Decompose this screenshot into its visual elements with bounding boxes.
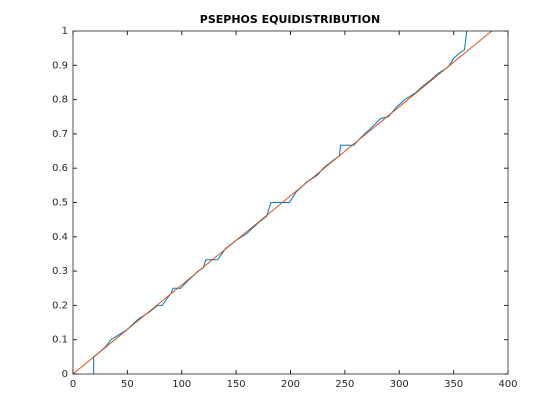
y-tick-label: 0.6 [52,163,68,174]
x-tick-label: 100 [172,379,191,390]
x-tick-label: 50 [121,379,134,390]
y-tick-label: 0.2 [52,300,68,311]
y-tick-label: 1 [62,26,68,37]
y-tick-label: 0.1 [52,335,68,346]
y-tick-label: 0.8 [52,95,68,106]
x-tick-label: 200 [281,379,300,390]
y-tick-label: 0 [62,369,68,380]
chart-title: PSEPHOS EQUIDISTRIBUTION [200,13,380,26]
series-line [73,30,493,374]
x-tick-label: 350 [444,379,463,390]
axes-box [72,30,509,375]
x-tick-label: 400 [498,379,517,390]
y-tick-label: 0.7 [52,129,68,140]
y-tick-label: 0.4 [52,232,68,243]
y-tick-label: 0.5 [52,198,68,209]
x-tick-label: 0 [70,379,76,390]
x-tick-label: 250 [335,379,354,390]
x-tick-label: 300 [390,379,409,390]
x-tick-label: 150 [227,379,246,390]
y-tick-label: 0.3 [52,266,68,277]
y-tick-label: 0.9 [52,60,68,71]
